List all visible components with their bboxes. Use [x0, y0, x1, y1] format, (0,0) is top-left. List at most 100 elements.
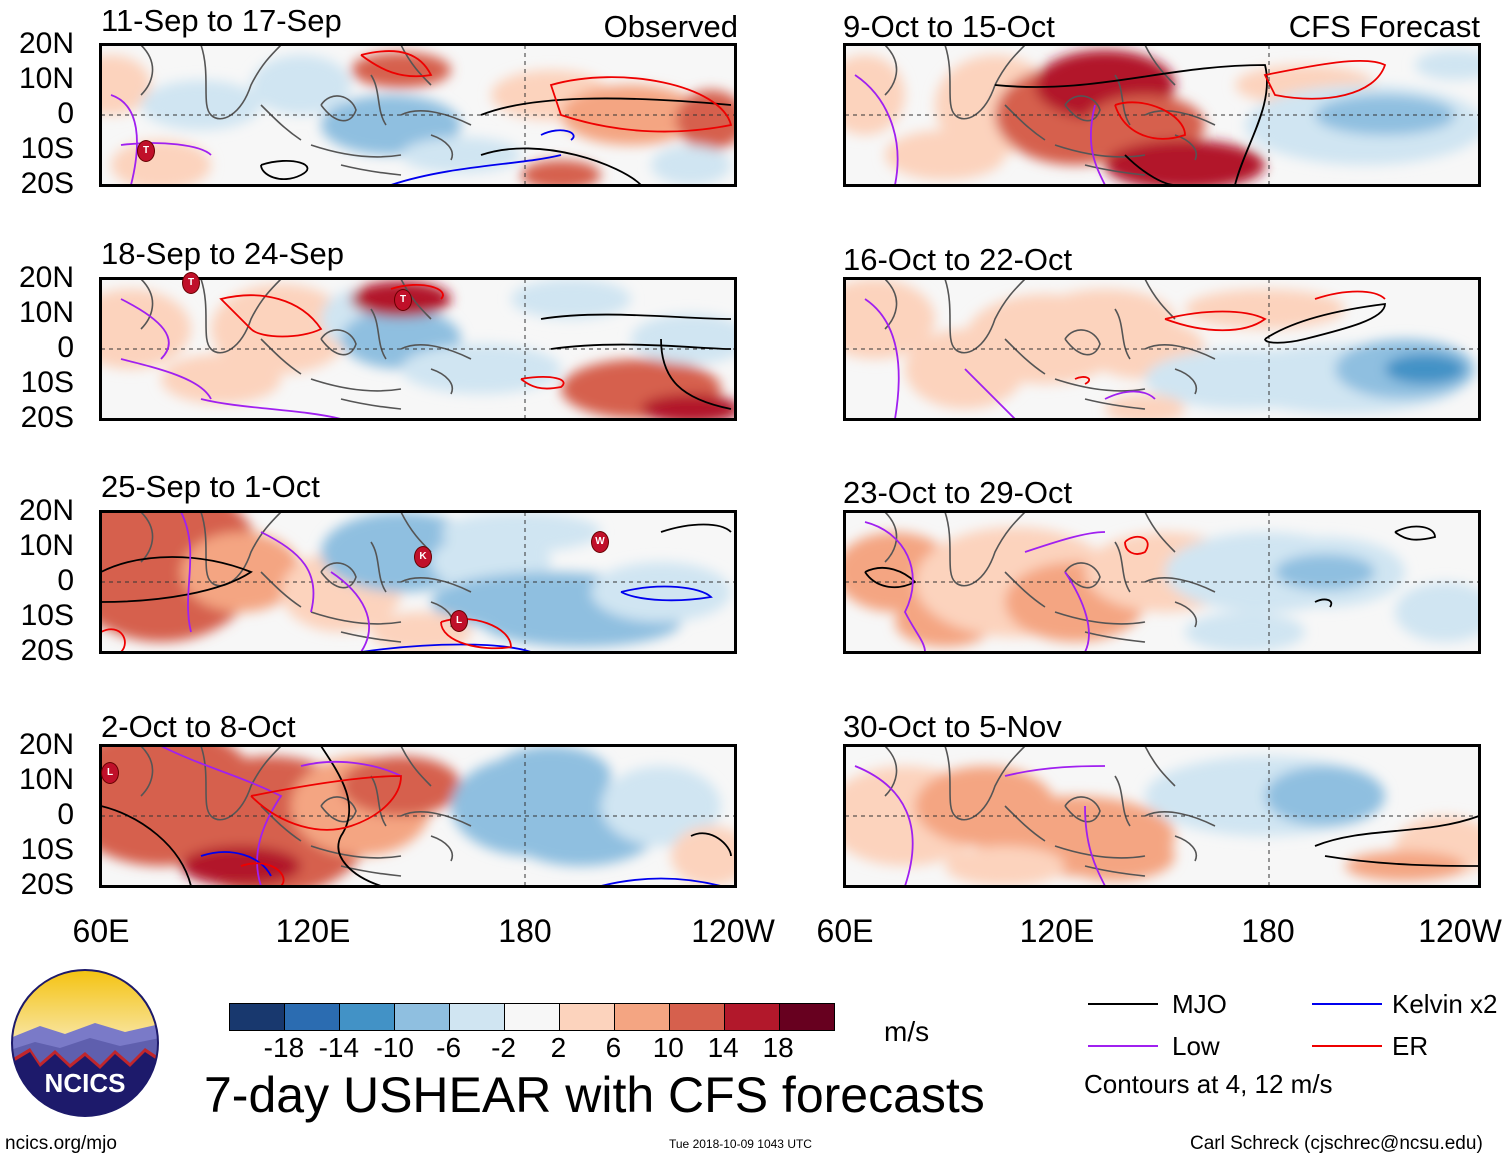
- main-title: 7-day USHEAR with CFS forecasts: [204, 1067, 985, 1123]
- mjo-contour: [1264, 302, 1386, 344]
- legend-kelvin-label: Kelvin x2: [1392, 989, 1498, 1019]
- x-label-120w-left: 120W: [691, 913, 775, 949]
- shear-region: [1105, 140, 1265, 185]
- shear-region: [161, 354, 281, 404]
- colorbar-swatch: [779, 1004, 834, 1030]
- x-label-180-left: 180: [498, 913, 552, 949]
- panel-title-1: 11-Sep to 17-Sep: [101, 3, 342, 38]
- shear-region: [676, 90, 735, 150]
- map-panel-1: [101, 45, 735, 185]
- footer-timestamp: Tue 2018-10-09 1043 UTC: [669, 1137, 812, 1151]
- map-frame-1: [99, 43, 737, 187]
- low-contour: [854, 765, 1106, 886]
- y-label: 20N: [18, 728, 74, 761]
- shear-region: [845, 279, 935, 359]
- storm-marker: W: [591, 531, 609, 553]
- er-contour: [1114, 60, 1387, 140]
- map-panel-2: [101, 279, 735, 419]
- shear-region: [101, 55, 151, 115]
- y-label: 10S: [20, 132, 74, 165]
- x-label-120e-left: 120E: [275, 913, 351, 949]
- storm-marker: K: [414, 546, 432, 568]
- y-label: 20S: [20, 167, 74, 200]
- y-label: 0: [57, 97, 74, 130]
- map-frame-8: [843, 744, 1481, 888]
- mjo-contour: [540, 313, 732, 410]
- shear-region: [1185, 289, 1345, 329]
- y-label: 10S: [20, 366, 74, 399]
- colorbar-tick: -6: [436, 1032, 462, 1063]
- shear-region: [1385, 354, 1465, 384]
- shear-region: [1055, 831, 1175, 881]
- colorbar-tick: 2: [550, 1032, 567, 1063]
- map-panel-6: [845, 279, 1479, 419]
- legend-note: Contours at 4, 12 m/s: [1084, 1069, 1333, 1099]
- shear-region: [601, 766, 721, 846]
- x-label-180-right: 180: [1241, 913, 1295, 949]
- shear-region: [511, 279, 631, 319]
- colorbar-swatch: [724, 1004, 779, 1030]
- mjo-contour: [1314, 815, 1479, 867]
- shear-region: [1415, 50, 1479, 80]
- storm-marker: T: [394, 289, 412, 311]
- panel-title-6: 16-Oct to 22-Oct: [843, 242, 1073, 277]
- shear-region: [651, 145, 731, 185]
- footer-url[interactable]: ncics.org/mjo: [5, 1133, 117, 1154]
- logo-text: NCICS: [45, 1068, 126, 1098]
- shear-region: [1275, 554, 1375, 590]
- colorbar: [229, 1003, 835, 1031]
- low-contour: [120, 298, 342, 419]
- panel-title-2: 18-Sep to 24-Sep: [101, 236, 345, 271]
- footer-credit: Carl Schreck (cjschrec@ncsu.edu): [1190, 1133, 1483, 1154]
- shear-region: [401, 344, 561, 394]
- colorbar-swatch: [339, 1004, 394, 1030]
- colorbar-swatch: [394, 1004, 449, 1030]
- shear-region: [1345, 851, 1465, 881]
- shear-region: [1105, 394, 1185, 419]
- x-label-60e-left: 60E: [72, 913, 130, 949]
- y-label: 10N: [18, 296, 74, 329]
- shear-region: [401, 137, 521, 173]
- panel-tag-observed: Observed: [603, 9, 738, 44]
- er-contour: [1124, 535, 1149, 555]
- er-contour: [1074, 290, 1386, 385]
- er-contour: [240, 775, 402, 886]
- coastline: [884, 279, 1216, 410]
- coastline: [884, 746, 1216, 877]
- low-contour: [160, 746, 402, 886]
- map-frame-6: [843, 277, 1481, 421]
- mjo-contour: [260, 97, 732, 185]
- colorbar-swatch: [504, 1004, 559, 1030]
- ncics-logo[interactable]: NCICS: [10, 968, 160, 1118]
- y-label: 0: [57, 798, 74, 831]
- storm-marker: T: [182, 272, 200, 294]
- map-panel-4: [101, 746, 735, 886]
- low-contour: [854, 74, 1106, 185]
- low-contour: [110, 94, 212, 185]
- legend-mjo-line: [1088, 1003, 1158, 1005]
- kel-contour: [200, 851, 722, 886]
- y-label: 10N: [18, 62, 74, 95]
- y-label: 10S: [20, 599, 74, 632]
- x-label-120e-right: 120E: [1019, 913, 1095, 949]
- coastline: [884, 512, 1216, 643]
- shear-region: [591, 562, 731, 622]
- panel-title-3: 25-Sep to 1-Oct: [101, 469, 320, 504]
- low-contour: [864, 521, 1106, 652]
- y-label: 20S: [20, 868, 74, 901]
- x-label-60e-right: 60E: [816, 913, 874, 949]
- mjo-contour: [101, 746, 732, 886]
- panel-tag-cfs-forecast: CFS Forecast: [1288, 9, 1480, 44]
- er-contour: [101, 617, 512, 652]
- shear-region: [441, 512, 601, 552]
- storm-marker: T: [137, 140, 155, 162]
- map-frame-3: [99, 510, 737, 654]
- er-contour: [360, 50, 733, 133]
- map-frame-2: [99, 277, 737, 421]
- storm-marker: L: [450, 610, 468, 632]
- panel-title-4: 2-Oct to 8-Oct: [101, 709, 296, 744]
- y-label: 10S: [20, 833, 74, 866]
- shear-region: [1085, 95, 1205, 155]
- map-frame-4: [99, 744, 737, 888]
- x-label-120w-right: 120W: [1418, 913, 1502, 949]
